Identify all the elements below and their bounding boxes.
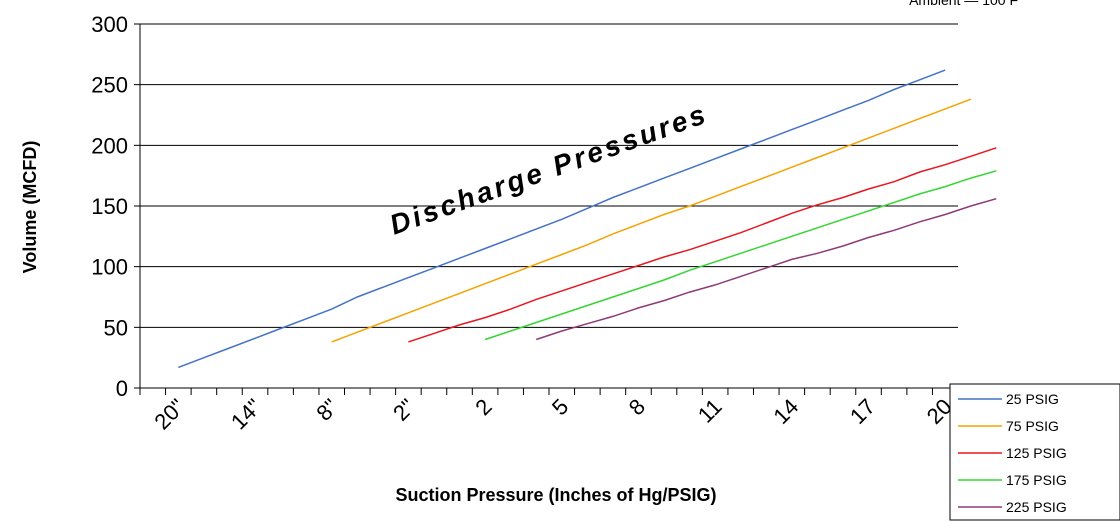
y-tick-label: 100	[91, 255, 128, 280]
series-line-175-psig	[484, 170, 997, 341]
legend-label: 75 PSIG	[1006, 418, 1059, 434]
x-tick-label: 2"	[388, 394, 420, 426]
legend: 25 PSIG 75 PSIG 125 PSIG 175 PSIG 225 PSIG	[949, 383, 1120, 521]
y-tick-label: 300	[91, 12, 128, 37]
y-tick-label: 250	[91, 73, 128, 98]
y-axis-title: Volume (MCFD)	[20, 141, 40, 274]
annotation-discharge-pressures: Discharge Pressures	[386, 98, 712, 241]
x-tick-label: 8"	[311, 394, 343, 426]
y-tick-label: 200	[91, 133, 128, 158]
x-tick-label: 14	[768, 394, 803, 429]
legend-label: 25 PSIG	[1006, 391, 1059, 407]
y-tick-label: 150	[91, 194, 128, 219]
x-tick-label: 20"	[149, 394, 190, 435]
legend-box	[949, 383, 1120, 521]
legend-label: 225 PSIG	[1006, 499, 1067, 515]
series-line-75-psig	[331, 98, 972, 343]
series-line-25-psig	[178, 69, 946, 369]
legend-label: 125 PSIG	[1006, 445, 1067, 461]
x-tick-label: 8	[624, 394, 650, 420]
x-tick-label: 14"	[226, 394, 267, 435]
ambient-note: Ambient — 100 F	[909, 0, 1018, 8]
x-axis-title: Suction Pressure (Inches of Hg/PSIG)	[395, 485, 716, 505]
x-tick-label: 2	[470, 394, 496, 420]
x-tick-label: 11	[693, 394, 727, 428]
x-tick-label: 5	[547, 394, 573, 420]
series-line-125-psig	[408, 147, 997, 343]
series-lines	[178, 69, 997, 369]
series-line-225-psig	[535, 197, 997, 341]
legend-label: 175 PSIG	[1006, 472, 1067, 488]
y-tick-label: 0	[116, 376, 128, 401]
x-tick-label: 17	[845, 394, 880, 429]
y-tick-label: 50	[104, 315, 128, 340]
gridlines	[140, 23, 958, 328]
